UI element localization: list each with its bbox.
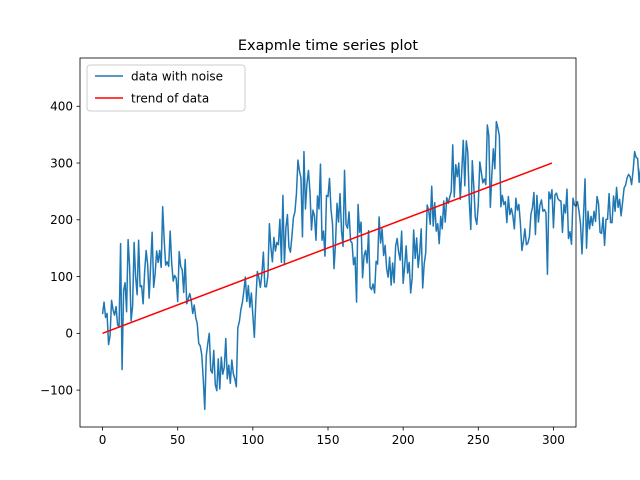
x-tick-label: 50 [170, 433, 185, 447]
y-tick-label: 400 [50, 100, 73, 114]
chart-title: Exapmle time series plot [238, 38, 419, 54]
legend-label-trend-of-data: trend of data [131, 91, 209, 105]
x-tick-label: 100 [241, 433, 264, 447]
y-tick-label: 0 [65, 327, 73, 341]
y-tick-label: 200 [50, 213, 73, 227]
y-tick-label: 100 [50, 270, 73, 284]
series-line-data-with-noise [101, 120, 640, 411]
axes: 0 50 100 150 200 250 300 −100 0 100 200 300 400 [40, 57, 577, 447]
legend: data with noise trend of data [86, 64, 246, 112]
y-tick-label: 300 [50, 156, 73, 170]
x-tick-label: 150 [317, 433, 340, 447]
series-line-trend-of-data [102, 162, 553, 335]
x-tick-label: 300 [542, 433, 565, 447]
x-tick-label: 250 [467, 433, 490, 447]
x-tick-label: 0 [99, 433, 107, 447]
y-tick-label: −100 [40, 383, 73, 397]
legend-label-data-with-noise: data with noise [131, 69, 223, 83]
plot-area [101, 120, 640, 411]
legend-box [86, 64, 246, 112]
x-tick-label: 200 [392, 433, 415, 447]
